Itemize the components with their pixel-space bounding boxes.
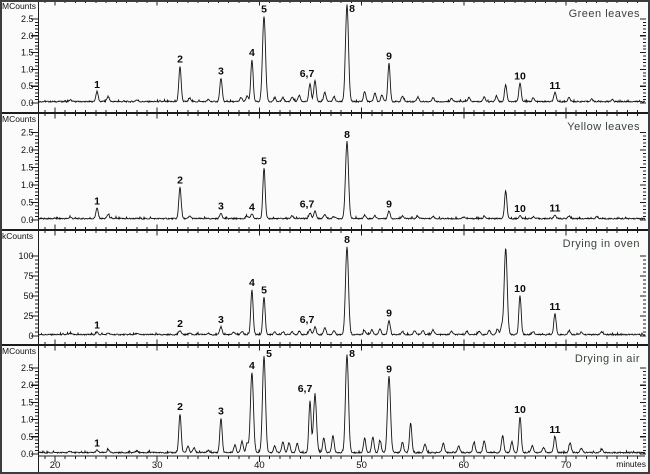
y-tick-label: 25 [23,311,33,321]
y-tick-label: 0.0 [21,449,34,459]
x-tick-label: 50 [356,460,367,471]
x-tick-label: 70 [561,460,572,471]
peak-label: 3 [218,314,224,326]
chromatogram-panel: 0.0 0.5 1.0 1.5 2.0 2.5 1 2 3 4 5 6,7 8 9 10 11 MCounts G… [0,0,650,113]
peak-label: 4 [249,277,255,289]
peak-label: 3 [218,406,224,418]
y-tick-label: 2.5 [21,363,34,373]
x-tick-label: 30 [152,460,163,471]
y-tick-label: 2.0 [21,380,34,390]
y-tick-label: 0.0 [21,215,34,225]
peak-label: 1 [94,438,100,450]
y-axis-unit: MCounts [2,346,36,356]
peak-label: 10 [514,203,526,215]
peak-label: 10 [514,404,526,416]
chromatogram-panel: 0 25 50 75 100 1 2 3 45 6,7 8 9 10 11 kCounts Drying in… [0,230,650,345]
y-tick-label: 2.0 [21,31,34,41]
peak-label: 5 [261,155,267,167]
peak-label: 8 [344,129,350,141]
chromatogram-panel: 0.0 0.5 1.0 1.5 2.0 2.5 20 30 40 50 60 70 minutes 1 2 3… [0,345,650,474]
chromatogram-panel: 0.0 0.5 1.0 1.5 2.0 2.5 1 2 3 4 5 6,7 8 9 10 11 MCounts Y… [0,113,650,230]
peak-label: 9 [386,50,392,62]
chromatogram-trace [37,140,646,221]
peak-label: 6,7 [298,383,313,395]
peak-label: 9 [386,198,392,210]
y-tick-label: 1.0 [21,180,34,190]
peak-label: 8 [349,348,355,360]
peak-label: 2 [177,54,183,66]
peak-label: 4 [249,201,255,213]
panel-title: Green leaves [569,8,640,20]
peak-label: 6,7 [300,198,315,210]
y-axis-unit: kCounts [2,231,33,241]
y-tick-label: 0.0 [21,98,34,108]
y-tick-label: 2.5 [21,128,34,138]
panel-title: Drying in oven [563,238,640,250]
peak-label: 5 [266,348,272,360]
y-tick-label: 2.5 [21,14,34,24]
peak-label: 2 [177,401,183,413]
chromatogram-trace [37,4,646,104]
panel-title: Yellow leaves [567,121,640,133]
peak-label: 8 [344,234,350,246]
y-tick-label: 75 [23,271,33,281]
panel-background [0,345,650,474]
peak-label: 5 [261,3,267,15]
peak-label: 3 [218,200,224,212]
x-tick-label: 60 [459,460,470,471]
x-tick-label: 40 [254,460,265,471]
x-axis-unit: minutes [616,459,646,469]
peak-label: 4 [249,47,255,59]
peak-label: 9 [386,364,392,376]
peak-label: 8 [349,3,355,15]
y-tick-label: 50 [23,291,33,301]
y-tick-label: 100 [18,251,33,261]
peak-label: 11 [549,80,560,92]
y-tick-label: 0.5 [21,198,34,208]
peak-label: 5 [261,284,267,296]
peak-label: 2 [177,175,183,187]
peak-label: 3 [218,65,224,77]
peak-label: 11 [549,301,560,313]
panel-background [0,113,650,230]
peak-label: 10 [514,71,526,83]
y-tick-label: 0.5 [21,81,34,91]
y-tick-label: 0 [28,331,33,341]
peak-label: 6,7 [300,314,315,326]
chromatogram-trace [37,246,646,337]
y-tick-label: 0.5 [21,432,34,442]
x-tick-label: 20 [50,460,61,471]
y-tick-label: 1.5 [21,163,34,173]
panel-background [0,230,650,345]
y-tick-label: 1.5 [21,397,34,407]
y-tick-label: 1.5 [21,48,34,58]
peak-label: 10 [514,283,526,295]
y-axis-unit: MCounts [2,114,36,124]
y-axis-unit: MCounts [2,1,36,11]
y-tick-label: 2.0 [21,145,34,155]
peak-label: 4 [249,360,255,372]
peak-label: 1 [94,79,100,91]
peak-label: 11 [549,203,560,215]
peak-label: 6,7 [300,68,315,80]
y-tick-label: 1.0 [21,64,34,74]
y-tick-label: 1.0 [21,415,34,425]
peak-label: 11 [549,424,560,436]
panel-title: Drying in air [575,353,640,365]
peak-label: 9 [386,308,392,320]
panel-background [0,0,650,113]
peak-label: 1 [94,320,100,332]
chromatogram-trace [37,354,646,455]
peak-label: 1 [94,196,100,208]
peak-label: 2 [177,318,183,330]
